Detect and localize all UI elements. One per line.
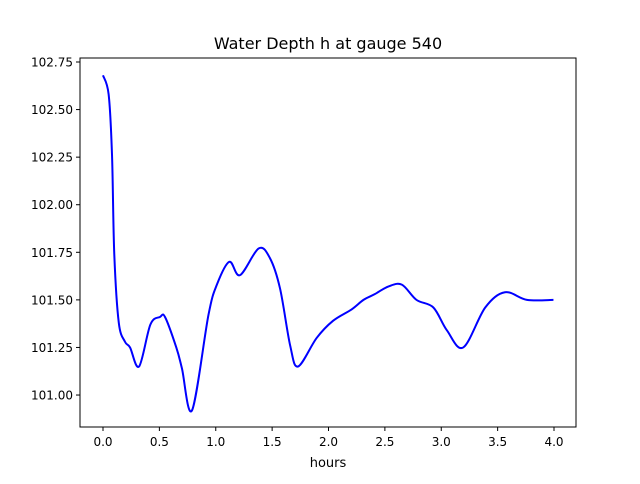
y-tick-label: 101.50 (31, 293, 73, 307)
y-tick-label: 102.25 (31, 151, 73, 165)
x-tick-label: 2.0 (319, 435, 338, 449)
x-axis: 0.0 0.5 1.0 1.5 2.0 2.5 3.0 3.5 4.0 (93, 427, 564, 449)
y-axis: 101.00 101.25 101.50 101.75 102.00 102.25 102.… (31, 55, 80, 403)
x-tick-label: 1.0 (206, 435, 225, 449)
y-tick-label: 102.75 (31, 55, 73, 69)
x-tick-label: 0.0 (93, 435, 112, 449)
y-tick-label: 101.75 (31, 246, 73, 260)
x-tick-label: 0.5 (150, 435, 169, 449)
axes-frame (79, 57, 577, 428)
x-axis-label: hours (310, 456, 347, 471)
x-tick-label: 3.0 (432, 435, 451, 449)
plot-series (102, 74, 554, 413)
x-tick-label: 1.5 (263, 435, 282, 449)
chart-title: Water Depth h at gauge 540 (214, 34, 442, 53)
x-tick-label: 4.0 (544, 435, 563, 449)
x-tick-label: 3.5 (488, 435, 507, 449)
y-tick-label: 102.00 (31, 198, 73, 212)
y-tick-label: 102.50 (31, 103, 73, 117)
y-tick-label: 101.00 (31, 389, 73, 403)
series-line-h (102, 74, 554, 413)
x-tick-label: 2.5 (375, 435, 394, 449)
y-tick-label: 101.25 (31, 341, 73, 355)
